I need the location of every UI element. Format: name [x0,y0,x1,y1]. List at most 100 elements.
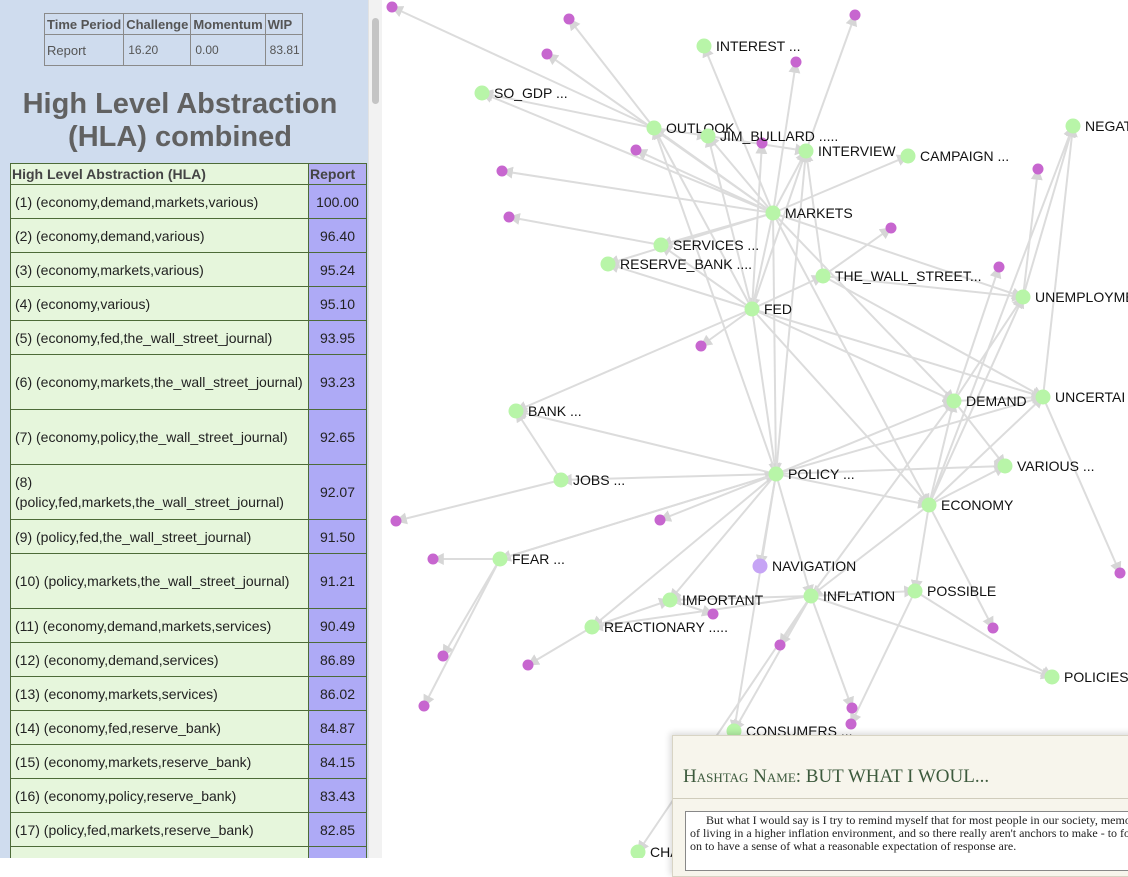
graph-node-bank[interactable]: BANK ... [509,403,582,419]
graph-node-circle[interactable] [475,86,490,101]
graph-node-uncertai[interactable]: UNCERTAI [1036,389,1126,405]
hashtag-node[interactable] [387,2,398,13]
graph-node-so-gdp[interactable]: SO_GDP ... [475,85,568,101]
graph-node-circle[interactable] [585,620,600,635]
graph-node-campaign[interactable]: CAMPAIGN ... [901,148,1010,164]
summary-time-period: Report [45,35,124,66]
graph-edge-hashtag [851,591,915,724]
sidebar-scrollbar-thumb[interactable] [372,18,379,104]
graph-node-reserve-bank[interactable]: RESERVE_BANK .... [601,256,753,272]
graph-edge-hashtag [780,596,811,645]
hashtag-node[interactable] [775,640,786,651]
graph-node-circle[interactable] [554,473,569,488]
hashtag-node[interactable] [504,212,515,223]
graph-node-reactionary[interactable]: REACTIONARY ..... [585,619,728,635]
sidebar-scrollbar[interactable] [368,0,382,858]
graph-edge [670,474,776,600]
graph-node-jim-bullard[interactable]: JIM_BULLARD ..... [701,128,839,144]
graph-edge [915,591,1052,677]
graph-node-negat[interactable]: NEGAT [1066,118,1128,134]
graph-edge-hashtag [502,171,773,213]
graph-node-circle[interactable] [697,39,712,54]
graph-node-various[interactable]: VARIOUS ... [998,458,1095,474]
graph-node-label: SERVICES ... [673,237,759,253]
popup-text[interactable]: But what I would say is I try to remind … [685,811,1128,871]
hashtag-node[interactable] [631,145,642,156]
graph-node-circle[interactable] [601,257,616,272]
graph-node-circle[interactable] [769,467,784,482]
graph-node-policy[interactable]: POLICY ... [769,466,855,482]
graph-node-circle[interactable] [816,269,831,284]
graph-node-navigation[interactable]: NAVIGATION [753,558,857,574]
graph-node-label: JIM_BULLARD ..... [720,128,838,144]
graph-node-unemployme[interactable]: UNEMPLOYME [1016,289,1128,305]
graph-node-circle[interactable] [901,149,916,164]
graph-node-circle[interactable] [701,129,716,144]
popup-divider [673,798,1128,799]
graph-node-fed[interactable]: FED [745,301,793,317]
hashtag-node[interactable] [655,515,666,526]
hashtag-node[interactable] [850,10,861,21]
hashtag-node[interactable] [523,660,534,671]
graph-node-circle[interactable] [766,206,781,221]
hashtag-node[interactable] [696,341,707,352]
hashtag-node[interactable] [419,701,430,712]
hla-row: (4) (economy,various)95.10 [11,287,367,321]
hashtag-node[interactable] [564,14,575,25]
graph-node-label: REACTIONARY ..... [604,619,728,635]
graph-node-circle[interactable] [753,559,768,574]
summary-challenge: 16.20 [124,35,191,66]
graph-node-circle[interactable] [947,394,962,409]
graph-node-interest[interactable]: INTEREST ... [697,38,801,54]
graph-node-circle[interactable] [1066,119,1081,134]
graph-node-policies[interactable]: POLICIES [1045,669,1128,685]
graph-node-circle[interactable] [804,589,819,604]
hashtag-node[interactable] [708,609,719,620]
graph-node-wall-street[interactable]: THE_WALL_STREET... [816,268,982,284]
hla-row-value: 92.07 [309,465,367,520]
graph-node-circle[interactable] [908,584,923,599]
graph-node-circle[interactable] [922,498,937,513]
graph-node-interview[interactable]: INTERVIEW [799,143,897,159]
hla-row-label: (12) (economy,demand,services) [11,643,309,677]
graph-node-circle[interactable] [647,121,662,136]
graph-node-label: VARIOUS ... [1017,458,1095,474]
graph-node-circle[interactable] [998,459,1013,474]
hashtag-node[interactable] [391,516,402,527]
graph-node-circle[interactable] [745,302,760,317]
graph-node-circle[interactable] [509,404,524,419]
hashtag-node[interactable] [542,49,553,60]
graph-edge [516,411,776,474]
hla-row: (1) (economy,demand,markets,various)100.… [11,185,367,219]
hashtag-node[interactable] [428,554,439,565]
graph-node-circle[interactable] [1045,670,1060,685]
hashtag-node[interactable] [886,223,897,234]
hashtag-node[interactable] [791,57,802,68]
graph-node-demand[interactable]: DEMAND [947,393,1027,409]
hashtag-node[interactable] [1115,568,1126,579]
graph-node-circle[interactable] [654,238,669,253]
graph-node-circle[interactable] [663,593,678,608]
summary-table: Time Period Challenge Momentum WIP Repor… [44,13,303,66]
hashtag-node[interactable] [847,703,858,714]
graph-node-fear[interactable]: FEAR ... [493,551,565,567]
graph-node-circle[interactable] [1036,390,1051,405]
graph-edge [654,128,752,309]
graph-node-circle[interactable] [493,552,508,567]
graph-node-circle[interactable] [1016,290,1031,305]
network-graph-canvas[interactable]: INTEREST ...SO_GDP ...OUTLOOKJIM_BULLARD… [382,0,1128,858]
graph-node-circle[interactable] [799,144,814,159]
hashtag-node[interactable] [497,166,508,177]
hla-row-value: 82.85 [309,813,367,847]
hashtag-node[interactable] [1033,164,1044,175]
graph-node-circle[interactable] [631,845,646,859]
graph-node-possible[interactable]: POSSIBLE [908,583,997,599]
hashtag-node[interactable] [988,623,999,634]
graph-edge-hashtag [1023,169,1038,297]
hla-row-value: 83.43 [309,779,367,813]
hla-row: (15) (economy,markets,reserve_bank)84.15 [11,745,367,779]
graph-node-jobs[interactable]: JOBS ... [554,472,626,488]
hashtag-node[interactable] [994,262,1005,273]
hashtag-node[interactable] [438,651,449,662]
